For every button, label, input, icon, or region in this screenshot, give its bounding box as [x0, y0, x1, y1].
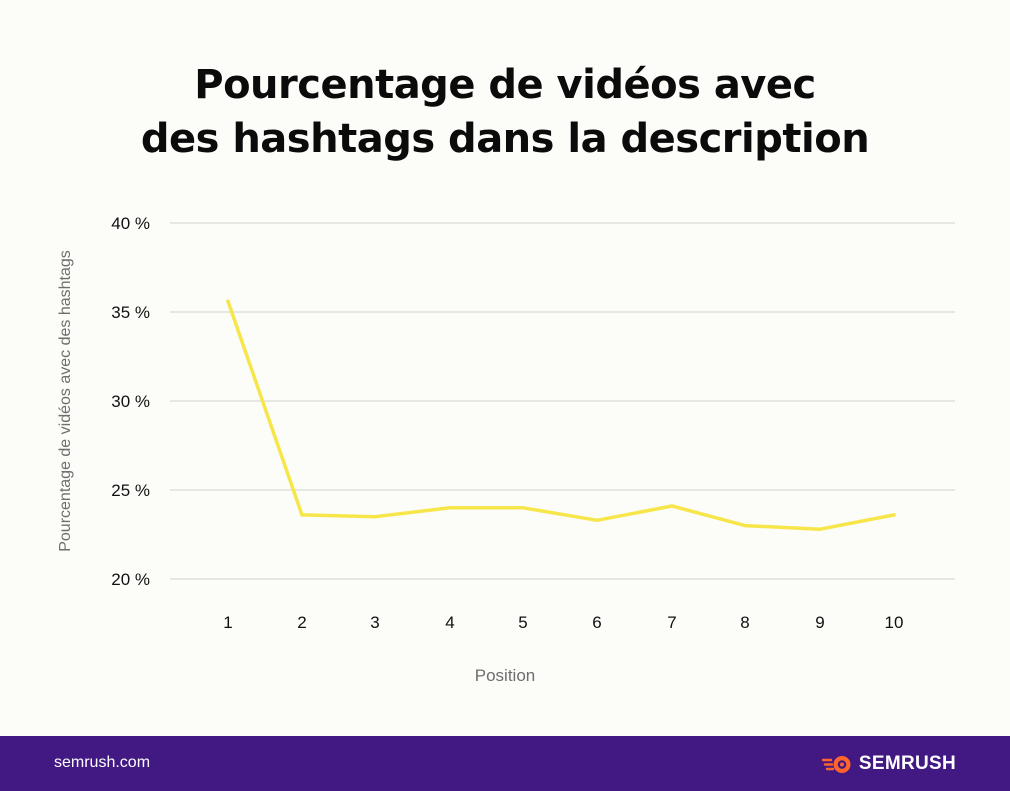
data-point-2: [300, 513, 304, 517]
y-tick-label: 30 %: [111, 392, 150, 411]
x-tick-label: 3: [370, 613, 379, 632]
series-line-0: [226, 299, 896, 531]
chart-points: [226, 299, 896, 531]
footer-bar: semrush.com SEMRUSH: [0, 736, 1010, 791]
y-tick-label: 20 %: [111, 570, 150, 589]
x-tick-label: 9: [815, 613, 824, 632]
data-point-8: [743, 523, 747, 528]
data-point-1: [226, 299, 230, 304]
chart-title-line-1: Pourcentage de vidéos avec: [194, 62, 816, 108]
line-chart: 20 % 25 % 30 % 35 % 40 % 1 2 3 4 5 6 7 8 9 10 Positio…: [57, 214, 955, 685]
x-tick-label: 5: [518, 613, 527, 632]
chart-title: Pourcentage de vidéos avec des hashtags …: [0, 58, 1010, 166]
brand-name: SEMRUSH: [858, 753, 956, 774]
data-point-5: [521, 506, 525, 510]
chart-series: [226, 299, 896, 531]
x-tick-label: 1: [223, 613, 232, 632]
data-point-6: [595, 518, 599, 523]
x-axis-label: Position: [475, 666, 535, 685]
y-tick-label: 25 %: [111, 481, 150, 500]
x-tick-label: 4: [445, 613, 454, 632]
semrush-fireball-icon: [821, 756, 851, 773]
brand-logo: SEMRUSH: [821, 752, 956, 776]
chart-title-line-2: des hashtags dans la description: [140, 116, 870, 162]
x-axis-ticks: 1 2 3 4 5 6 7 8 9 10: [223, 613, 903, 632]
footer-url[interactable]: semrush.com: [54, 754, 151, 771]
data-point-7: [670, 504, 674, 508]
x-tick-label: 7: [667, 613, 676, 632]
data-point-4: [448, 506, 452, 510]
y-tick-label: 40 %: [111, 214, 150, 233]
data-point-10: [892, 513, 896, 517]
data-point-9: [818, 527, 822, 531]
y-axis-label: Pourcentage de vidéos avec des hashtags: [57, 250, 74, 552]
y-axis-ticks: 20 % 25 % 30 % 35 % 40 %: [111, 214, 150, 589]
x-tick-label: 10: [885, 613, 904, 632]
x-tick-label: 2: [297, 613, 306, 632]
data-point-3: [373, 514, 377, 519]
x-tick-label: 8: [740, 613, 749, 632]
y-tick-label: 35 %: [111, 303, 150, 322]
x-tick-label: 6: [592, 613, 601, 632]
chart-grid: [170, 222, 955, 580]
